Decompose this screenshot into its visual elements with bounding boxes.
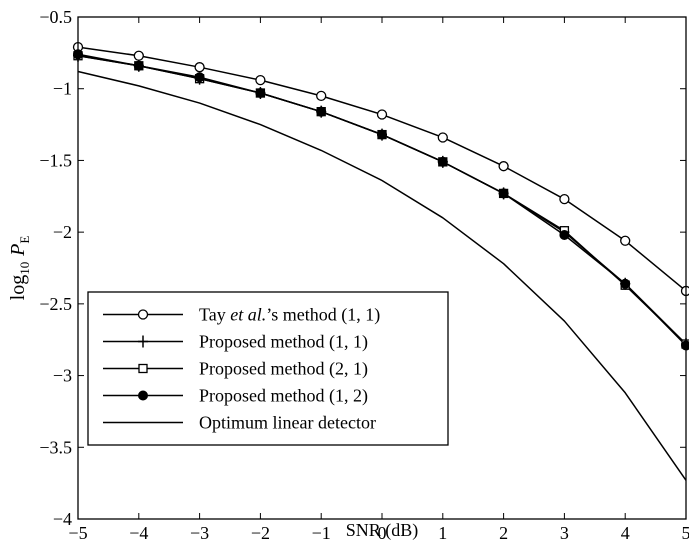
y-axis-label-log-base: 10 — [17, 262, 32, 275]
legend-swatch-marker — [138, 335, 148, 348]
y-tick-label: −1 — [53, 79, 72, 99]
x-axis-label: SNR (dB) — [346, 520, 419, 540]
legend-entry-5: Optimum linear detector — [103, 413, 376, 433]
y-tick-label: −0.5 — [39, 7, 72, 27]
legend-label-part: Tay — [199, 305, 230, 325]
series-1-marker — [620, 235, 631, 246]
series-line-5 — [77, 70, 687, 481]
y-tick-label: −3.5 — [39, 437, 72, 457]
legend-label-part: Proposed method (2, 1) — [199, 359, 368, 380]
legend-label-part: Proposed method (1, 2) — [199, 386, 368, 407]
tick-layer — [77, 16, 687, 520]
legend-swatch-marker — [137, 309, 149, 320]
y-tick-label: −2 — [53, 222, 72, 242]
series-4-marker — [559, 230, 570, 241]
legend-label: Proposed method (1, 1) — [199, 332, 368, 353]
x-tick-label: 3 — [560, 523, 569, 540]
series-1-marker — [376, 109, 388, 120]
x-tick-label: 4 — [621, 523, 630, 540]
series-4-marker — [133, 60, 144, 71]
legend: Tay et al.’s method (1, 1) Proposed metho… — [87, 291, 449, 446]
y-tick-label: −3 — [53, 366, 72, 386]
legend-label-part: et al. — [230, 305, 266, 325]
legend-swatch-marker — [138, 363, 148, 374]
legend-label-part: Proposed method (1, 1) — [199, 332, 368, 353]
y-axis-label-var-sub: E — [17, 236, 32, 244]
legend-swatch-marker — [138, 390, 148, 401]
series-4-marker — [681, 340, 689, 351]
legend-label: Proposed method (2, 1) — [199, 359, 368, 380]
x-tick-label: 2 — [499, 523, 508, 540]
series-1-marker — [255, 74, 266, 86]
x-tick-label: −2 — [251, 523, 270, 540]
x-tick-label: 5 — [682, 523, 689, 540]
legend-entries: Tay et al.’s method (1, 1) Proposed metho… — [103, 305, 380, 433]
series-1-marker — [498, 161, 509, 172]
x-tick-label: −5 — [68, 523, 87, 540]
legend-label-part: Optimum linear detector — [199, 413, 376, 433]
series-1-marker — [680, 285, 689, 297]
series-1-marker — [194, 62, 205, 73]
y-axis-label-log: log — [7, 275, 29, 301]
legend-label: Proposed method (1, 2) — [199, 386, 368, 407]
series-4-marker — [437, 156, 448, 167]
legend-entry-1: Tay et al.’s method (1, 1) — [103, 305, 380, 326]
series-1-marker — [316, 90, 327, 102]
y-axis-label-var: P — [7, 244, 29, 257]
x-tick-label: −1 — [312, 523, 331, 540]
y-tick-label: −2.5 — [39, 294, 72, 314]
series-1-marker — [437, 132, 448, 143]
y-tick-label: −4 — [53, 509, 72, 529]
series-4-marker — [620, 278, 631, 289]
legend-entry-2: Proposed method (1, 1) — [103, 332, 368, 353]
legend-label-part: ’s method (1, 1) — [266, 305, 380, 326]
legend-entry-4: Proposed method (1, 2) — [103, 386, 368, 407]
legend-label: Tay et al.’s method (1, 1) — [199, 305, 380, 326]
series-4-marker — [498, 188, 509, 199]
y-axis-label: log10 PE — [7, 236, 32, 301]
series-1-marker — [133, 50, 144, 61]
series-4-marker — [377, 129, 387, 140]
x-tick-label: 1 — [438, 523, 447, 540]
legend-label: Optimum linear detector — [199, 413, 376, 433]
y-tick-label: −1.5 — [39, 150, 72, 170]
series-1-marker — [559, 194, 570, 205]
x-tick-label: −3 — [190, 523, 209, 540]
series-4-marker — [316, 106, 327, 117]
x-tick-label: 0 — [378, 523, 387, 540]
series-4-marker — [194, 72, 205, 83]
x-tick-label: −4 — [129, 523, 148, 540]
tick-label-layer: −5 −4 −3 −2 −1 0 1 2 3 4 5−4−3.5−3−2.5−2−1.5−1−0.5 — [39, 7, 689, 540]
legend-entry-3: Proposed method (2, 1) — [103, 359, 368, 380]
series-line-1 — [77, 46, 687, 292]
series-4-marker — [255, 88, 266, 99]
